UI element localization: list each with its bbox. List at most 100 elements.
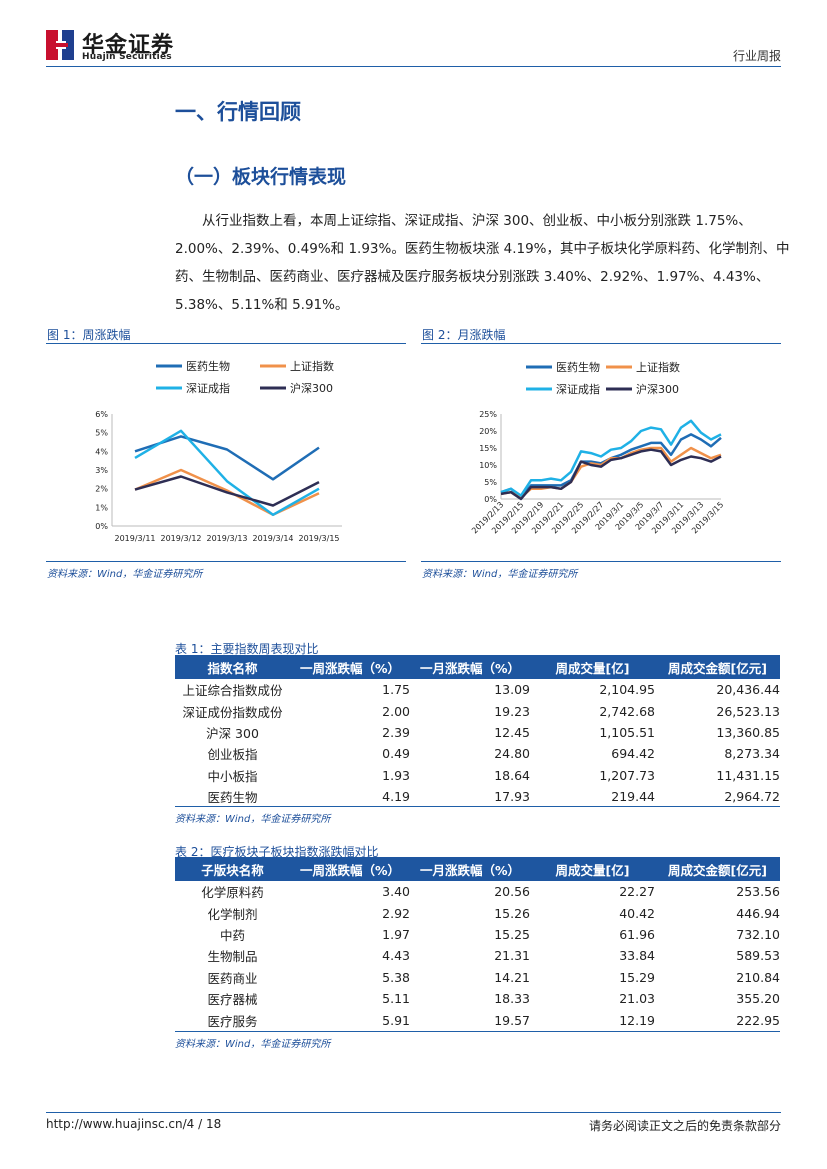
legend-label: 沪深300 xyxy=(636,382,679,396)
legend-label: 上证指数 xyxy=(290,359,334,373)
table-row: 深证成份指数成份 2.00 19.23 2,742.68 26,523.13 xyxy=(175,700,780,721)
value-cell: 22.27 xyxy=(619,884,655,900)
table-header-row: 指数名称 一周涨跌幅（%） 一月涨跌幅（%） 周成交量[亿] 周成交金额[亿元] xyxy=(175,655,780,679)
x-tick-label: 2019/3/14 xyxy=(252,534,293,543)
value-cell: 1,105.51 xyxy=(599,724,655,740)
table2-bottom-rule xyxy=(175,1031,780,1032)
value-cell: 33.84 xyxy=(619,948,655,964)
series-line-4 xyxy=(500,448,722,501)
value-cell: 1,207.73 xyxy=(599,767,655,783)
table1-bottom-rule xyxy=(175,806,780,807)
row-name-cell: 中药 xyxy=(219,927,245,943)
value-cell: 4.19 xyxy=(382,789,410,805)
y-tick-label: 4% xyxy=(95,447,108,456)
row-name-cell: 医药商业 xyxy=(207,970,258,986)
column-header: 一月涨跌幅（%） xyxy=(410,857,530,881)
value-cell: 5.91 xyxy=(382,1012,410,1028)
column-header: 一月涨跌幅（%） xyxy=(410,655,530,679)
logo-mark-icon xyxy=(46,30,74,60)
figure2-top-rule xyxy=(421,343,781,344)
row-name-cell: 化学原料药 xyxy=(201,885,264,901)
footer-disclaimer: 请务必阅读正文之后的免责条款部分 xyxy=(588,1119,781,1133)
value-cell: 694.42 xyxy=(611,746,655,762)
value-cell: 8,273.34 xyxy=(724,746,780,762)
table-row: 医药生物 4.19 17.93 219.44 2,964.72 xyxy=(175,786,780,807)
value-cell: 15.29 xyxy=(619,969,655,985)
y-tick-label: 2% xyxy=(95,485,108,494)
column-header: 周成交金额[亿元] xyxy=(655,857,780,881)
value-cell: 4.43 xyxy=(382,948,410,964)
logo-text: 华金证券 xyxy=(82,33,175,58)
row-name-cell: 生物制品 xyxy=(207,949,258,965)
y-tick-label: 20% xyxy=(479,427,497,436)
value-cell: 5.38 xyxy=(382,969,410,985)
figure1-bottom-rule xyxy=(46,561,406,562)
y-tick-label: 25% xyxy=(479,410,497,419)
value-cell: 1.75 xyxy=(382,682,410,698)
value-cell: 1.93 xyxy=(382,767,410,783)
figure2-bottom-rule xyxy=(421,561,781,562)
column-header: 子版块名称 xyxy=(175,857,290,881)
column-header: 一周涨跌幅（%） xyxy=(290,655,410,679)
table2-title: 表 2：医疗板块子板块指数涨跌幅对比 xyxy=(175,845,379,859)
value-cell: 40.42 xyxy=(619,905,655,921)
logo-english: Huajin Securities xyxy=(82,52,172,62)
series-line-3 xyxy=(500,419,722,497)
footer-divider xyxy=(46,1112,781,1113)
table1-source: 资料来源：Wind，华金证券研究所 xyxy=(175,814,331,825)
legend-label: 医药生物 xyxy=(556,360,600,374)
value-cell: 355.20 xyxy=(736,991,780,1007)
series-line-3 xyxy=(134,429,320,517)
value-cell: 253.56 xyxy=(736,884,780,900)
page-header: 华金证券 Huajin Securities 行业周报 xyxy=(0,0,827,70)
value-cell: 219.44 xyxy=(611,789,655,805)
column-header: 指数名称 xyxy=(175,655,290,679)
series-line-4 xyxy=(134,475,320,507)
index-performance-table: 指数名称 一周涨跌幅（%） 一月涨跌幅（%） 周成交量[亿] 周成交金额[亿元] 上证综… xyxy=(175,655,780,807)
legend-label: 医药生物 xyxy=(186,359,230,373)
value-cell: 15.25 xyxy=(494,926,530,942)
figure2-title: 图 2：月涨跌幅 xyxy=(422,328,506,342)
y-tick-label: 15% xyxy=(479,444,497,453)
series-line-2 xyxy=(134,468,320,517)
row-name-cell: 沪深 300 xyxy=(206,725,259,741)
value-cell: 13,360.85 xyxy=(716,724,780,740)
value-cell: 0.49 xyxy=(382,746,410,762)
footer-url-link[interactable]: http://www.huajinsc.cn/4 / 18 xyxy=(46,1117,222,1131)
value-cell: 446.94 xyxy=(736,905,780,921)
row-name-cell: 上证综合指数成份 xyxy=(182,683,283,699)
section-title: 一、行情回顾 xyxy=(175,100,301,124)
value-cell: 3.40 xyxy=(382,884,410,900)
y-tick-label: 5% xyxy=(95,429,108,438)
column-header: 周成交量[亿] xyxy=(530,655,655,679)
y-tick-label: 10% xyxy=(479,461,497,470)
y-tick-label: 6% xyxy=(95,410,108,419)
column-header: 周成交金额[亿元] xyxy=(655,655,780,679)
value-cell: 2.92 xyxy=(382,905,410,921)
value-cell: 21.03 xyxy=(619,991,655,1007)
figure2-source: 资料来源：Wind，华金证券研究所 xyxy=(422,569,578,580)
row-name-cell: 深证成份指数成份 xyxy=(182,704,283,720)
table-header-row: 子版块名称 一周涨跌幅（%） 一月涨跌幅（%） 周成交量[亿] 周成交金额[亿元] xyxy=(175,857,780,881)
table-row: 医疗服务 5.91 19.57 12.19 222.95 xyxy=(175,1009,780,1030)
table-row: 医药商业 5.38 14.21 15.29 210.84 xyxy=(175,967,780,988)
row-name-cell: 中小板指 xyxy=(207,768,258,784)
value-cell: 15.26 xyxy=(494,905,530,921)
value-cell: 2.39 xyxy=(382,724,410,740)
value-cell: 222.95 xyxy=(736,1012,780,1028)
value-cell: 210.84 xyxy=(736,969,780,985)
value-cell: 1.97 xyxy=(382,926,410,942)
row-name-cell: 化学制剂 xyxy=(207,906,258,922)
value-cell: 2,964.72 xyxy=(724,789,780,805)
value-cell: 17.93 xyxy=(494,789,530,805)
y-tick-label: 3% xyxy=(95,466,108,475)
value-cell: 12.45 xyxy=(494,724,530,740)
table-row: 创业板指 0.49 24.80 694.42 8,273.34 xyxy=(175,743,780,764)
y-tick-label: 0% xyxy=(484,495,497,504)
table-row: 中药 1.97 15.25 61.96 732.10 xyxy=(175,924,780,945)
value-cell: 2,742.68 xyxy=(599,703,655,719)
value-cell: 21.31 xyxy=(494,948,530,964)
row-name-cell: 医药生物 xyxy=(207,790,258,806)
